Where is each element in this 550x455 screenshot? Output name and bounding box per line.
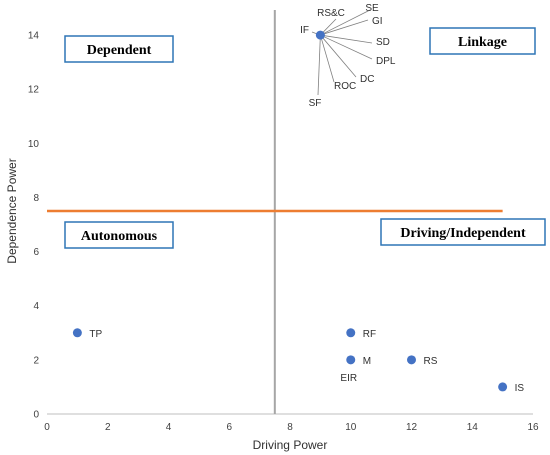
quadrant-label-box: Dependent: [64, 35, 174, 63]
quadrant-box-border: [64, 35, 174, 63]
cluster-point-label: SF: [309, 98, 322, 109]
cluster-point-label: RS&C: [317, 8, 345, 19]
quadrant-label: Dependent: [87, 43, 152, 58]
x-axis-title: Driving Power: [253, 438, 328, 452]
x-tick-label: 10: [345, 422, 357, 433]
y-tick-label: 14: [28, 31, 40, 42]
cluster-leader-line: [319, 34, 335, 83]
cluster-point-label: GI: [372, 16, 383, 27]
cluster-leader-line: [320, 34, 373, 44]
quadrant-box-border: [64, 221, 174, 249]
cluster-point-label: SD: [376, 37, 390, 48]
cluster-leader-line: [320, 34, 373, 60]
cluster-leader-line: [317, 35, 321, 96]
cluster-point-label: IF: [300, 25, 309, 36]
quadrant-label: Driving/Independent: [400, 226, 526, 241]
y-tick-label: 12: [28, 85, 40, 96]
data-point-label: IS: [515, 383, 525, 394]
x-tick-label: 12: [406, 422, 418, 433]
quadrant-label-box: Linkage: [429, 27, 536, 55]
data-point-label: M: [363, 356, 371, 367]
quadrant-label: Linkage: [458, 35, 507, 50]
x-tick-label: 6: [226, 422, 232, 433]
x-tick-label: 8: [287, 422, 293, 433]
data-point: [72, 328, 82, 338]
quadrant-label: Autonomous: [81, 229, 158, 244]
data-point-label: RS: [424, 356, 438, 367]
quadrant-label-box: Driving/Independent: [380, 218, 546, 246]
cluster-point-label: ROC: [334, 81, 356, 92]
y-axis-title: Dependence Power: [5, 158, 19, 263]
data-point: [498, 382, 508, 392]
y-tick-label: 2: [33, 355, 39, 366]
cluster-point-label: SE: [365, 3, 379, 14]
x-tick-label: 16: [527, 422, 539, 433]
x-tick-label: 14: [467, 422, 479, 433]
cluster-point: [315, 30, 325, 40]
y-tick-label: 8: [33, 193, 39, 204]
quadrant-label-box: Autonomous: [64, 221, 174, 249]
y-tick-label: 6: [33, 247, 39, 258]
x-tick-label: 0: [44, 422, 50, 433]
cluster-leader-line: [320, 19, 369, 36]
cluster-point-label: DPL: [376, 56, 396, 67]
data-point-label: RF: [363, 329, 376, 340]
cluster-leader-line: [320, 34, 357, 78]
data-point-label: EIR: [340, 373, 357, 384]
data-point: [407, 355, 416, 365]
x-tick-label: 4: [166, 422, 172, 433]
quadrant-box-border: [380, 218, 546, 246]
y-tick-label: 4: [33, 301, 39, 312]
cluster-point-label: DC: [360, 74, 374, 85]
cluster-leader-line: [320, 9, 371, 36]
data-point: [346, 328, 356, 338]
data-point-label: TP: [89, 329, 102, 340]
y-tick-label: 0: [33, 410, 39, 421]
chart-axes: 0 2 4 6 8 10 12 14 16 0 2 4 6 8 10 12 14: [28, 31, 539, 433]
y-tick-label: 10: [28, 139, 40, 150]
data-points: TP RF M EIR RS IS: [72, 328, 525, 394]
x-tick-label: 2: [105, 422, 111, 433]
quadrant-labels: Dependent Linkage Autonomous Driving/Indepe…: [64, 27, 546, 249]
data-point: [346, 355, 356, 365]
quadrant-dividers: [47, 10, 503, 414]
quadrant-box-border: [429, 27, 536, 55]
